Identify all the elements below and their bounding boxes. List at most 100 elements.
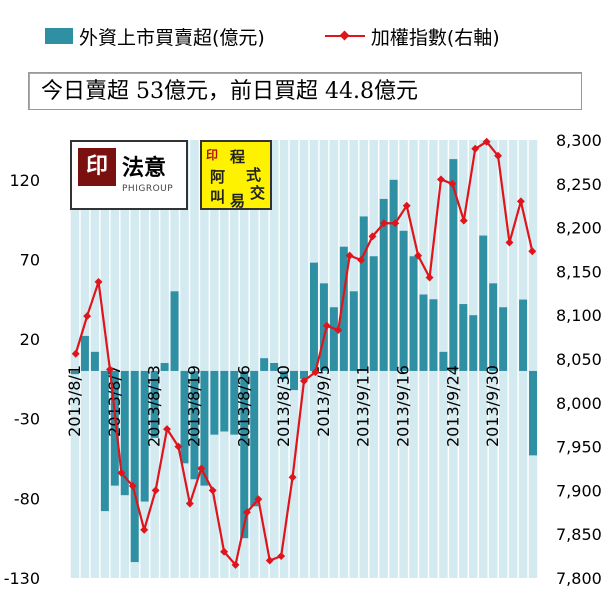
bar [260,358,269,371]
bar [319,283,328,371]
right-y-tick-label: 8,200 [556,219,602,238]
right-y-tick-label: 8,250 [556,175,602,194]
logo2-char: 易 [230,192,246,210]
bar [409,256,418,371]
program-trading-logo: 印 程 阿 式 叫 交 易 [200,140,272,210]
bar [210,370,219,435]
bar [339,246,348,371]
logo-name: 法意 [122,156,167,181]
line-legend-label: 加權指數(右軸) [370,26,500,49]
x-tick-label: 2013/8/30 [274,365,293,447]
index-point [368,232,377,241]
bar [110,370,119,486]
left-y-tick-label: -30 [14,410,40,429]
right-y-tick-label: 8,050 [556,350,602,369]
index-point [391,219,400,228]
bar [180,370,189,464]
bar [399,230,408,371]
index-point [208,486,217,495]
logo-mark: 印 [78,148,116,186]
x-tick-label: 2013/8/1 [65,365,84,437]
index-point [300,376,308,385]
bar [160,362,169,371]
index-point [128,482,137,490]
bar [270,362,279,371]
bar [220,370,229,432]
logo-sub: PHIGROUP [122,184,174,194]
bar [90,351,99,371]
bar-legend-swatch [45,28,73,44]
bar [170,291,179,371]
bar [300,370,308,379]
index-point [402,201,411,210]
index-point [459,216,468,225]
bar [469,315,478,371]
bar [80,335,89,371]
bar [359,216,368,371]
bar [459,304,468,371]
bar [439,351,448,371]
left-y-tick-label: -130 [4,569,40,588]
left-y-tick-label: 70 [20,250,40,269]
bar [190,370,199,480]
index-point [345,251,354,260]
left-y-tick-label: 20 [20,330,40,349]
index-point [414,251,423,260]
index-point [311,368,320,377]
bar [519,299,528,371]
left-y-tick-label: -80 [14,489,40,508]
logo2-char: 叫 [210,188,226,206]
x-tick-label: 2013/8/13 [145,365,164,447]
index-point [425,273,434,282]
index-point [242,508,251,517]
index-point [448,179,457,188]
logo2-mark: 印 [206,148,219,162]
index-point [357,256,366,264]
index-point [174,442,183,451]
bar [329,307,338,371]
right-y-tick-label: 7,800 [556,569,602,588]
bar [100,370,109,512]
summary-banner: 今日賣超 53億元，前日買超 44.8億元 [28,72,582,110]
bar [489,283,498,371]
bar [120,370,129,496]
index-point [379,219,388,228]
bar [379,198,388,371]
logo2-char: 式 [246,166,262,184]
legend: 外資上市買賣超(億元) 加權指數(右軸) [45,22,500,50]
bar [349,291,358,371]
right-y-tick-label: 8,000 [556,394,602,413]
index-point [151,486,160,495]
bar [240,370,249,539]
index-point [494,151,503,160]
index-point [322,321,331,330]
index-point [197,464,206,473]
bar [280,370,289,379]
bar [150,370,159,438]
bar-legend-label: 外資上市買賣超(億元) [79,26,265,49]
right-y-tick-label: 7,900 [556,481,602,500]
index-point [528,247,537,256]
right-y-tick-label: 7,850 [556,525,602,544]
bar [429,299,438,371]
bar [479,235,488,371]
bar [419,294,428,371]
index-point [437,175,445,184]
index-point [185,499,194,508]
index-point [482,137,491,146]
bar [369,256,378,371]
x-tick-label: 2013/9/5 [314,365,333,437]
x-tick-label: 2013/9/16 [394,365,413,447]
line-legend-swatch [324,28,365,44]
bar [529,370,537,456]
x-tick-label: 2013/9/24 [443,365,462,447]
right-y-tick-label: 7,950 [556,438,602,457]
right-y-tick-label: 8,150 [556,262,602,281]
index-point [288,473,297,482]
logo2-char: 交 [250,184,266,202]
logo2-char: 阿 [210,168,226,186]
index-point [505,238,514,247]
bar [389,179,398,371]
x-tick-label: 2013/8/19 [184,365,203,447]
